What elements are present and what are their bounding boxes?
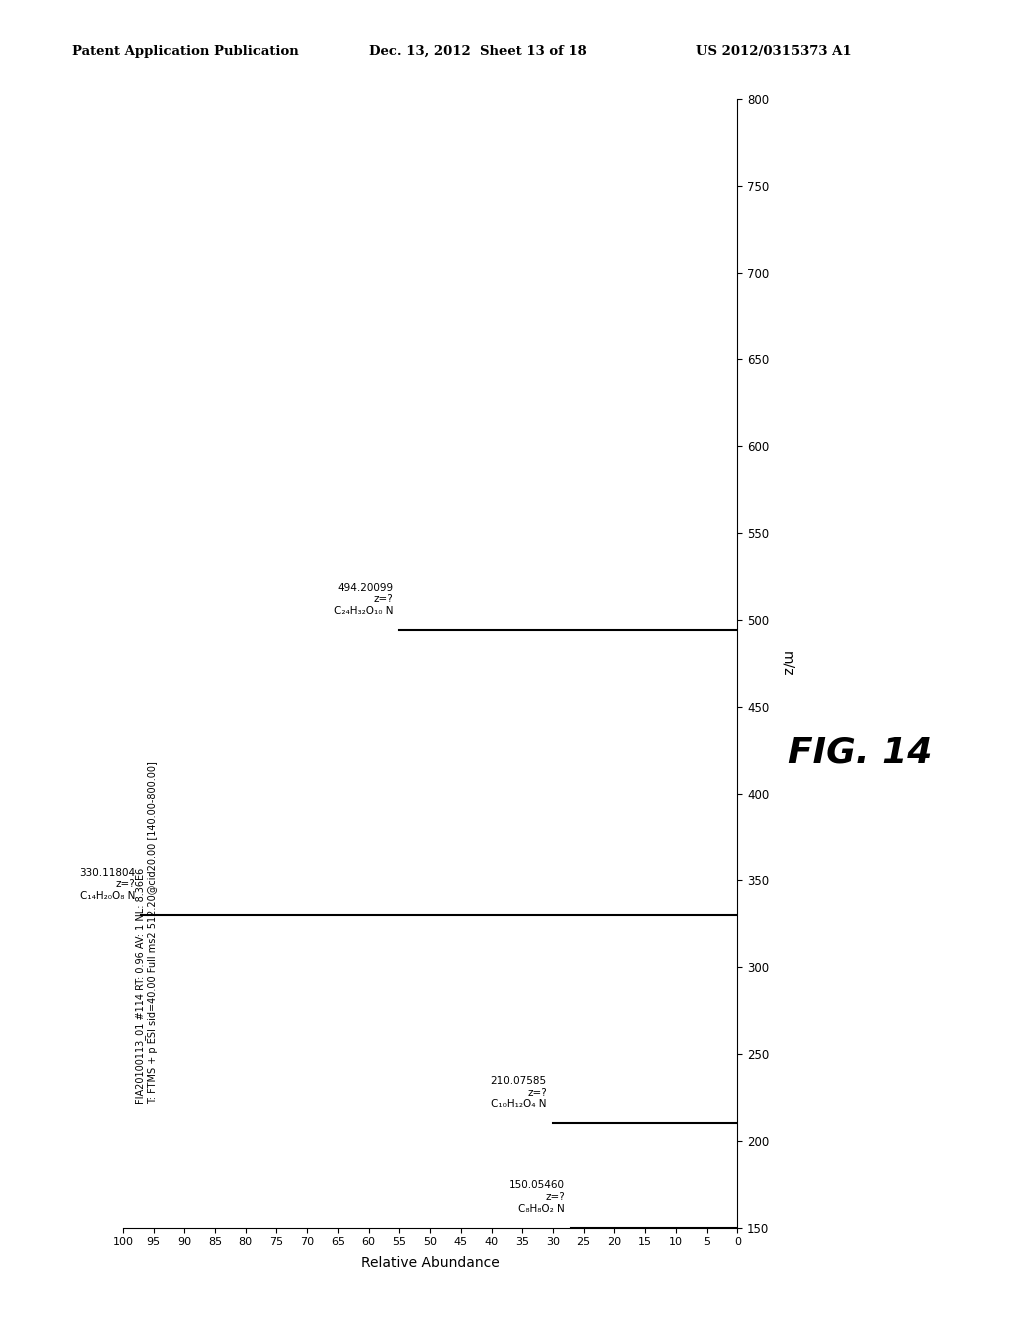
X-axis label: Relative Abundance: Relative Abundance [360,1255,500,1270]
Text: Dec. 13, 2012  Sheet 13 of 18: Dec. 13, 2012 Sheet 13 of 18 [369,45,587,58]
Text: Patent Application Publication: Patent Application Publication [72,45,298,58]
Text: FIA20100113_01 #114 RT: 0.96 AV: 1 NL: 8.36E6
T: FTMS + p ESI sid=40.00 Full ms2: FIA20100113_01 #114 RT: 0.96 AV: 1 NL: 8… [135,762,158,1104]
Text: 210.07585
z=?
C₁₀H₁₂O₄ N: 210.07585 z=? C₁₀H₁₂O₄ N [490,1076,547,1109]
Text: 494.20099
z=?
C₂₄H₃₂O₁₀ N: 494.20099 z=? C₂₄H₃₂O₁₀ N [334,583,393,616]
Text: US 2012/0315373 A1: US 2012/0315373 A1 [696,45,852,58]
Text: 150.05460
z=?
C₈H₈O₂ N: 150.05460 z=? C₈H₈O₂ N [509,1180,565,1213]
Text: FIG. 14: FIG. 14 [788,735,932,770]
Text: 330.11804
z=?
C₁₄H₂₀O₈ N: 330.11804 z=? C₁₄H₂₀O₈ N [79,867,135,902]
Y-axis label: m/z: m/z [780,651,795,676]
